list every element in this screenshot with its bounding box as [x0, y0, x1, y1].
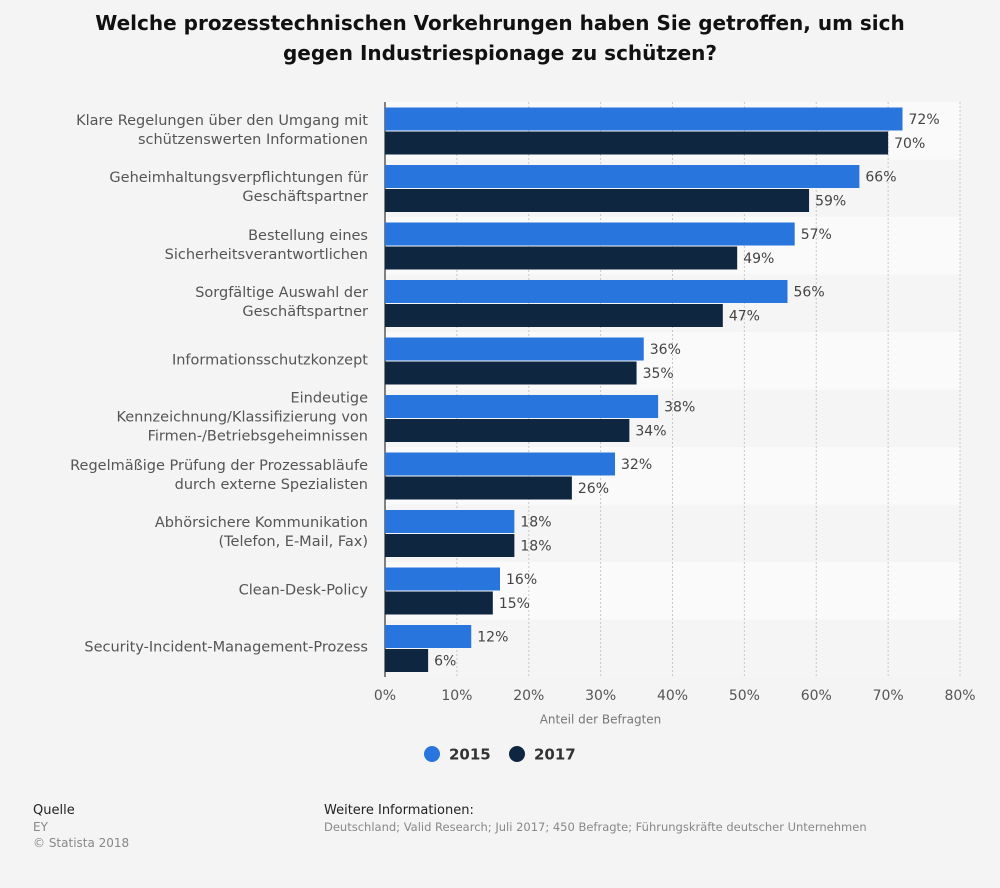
copyright: © Statista 2018	[33, 836, 130, 850]
category-label: Abhörsichere Kommunikation (Telefon, E-M…	[154, 515, 368, 550]
bar	[385, 452, 615, 476]
bar	[385, 337, 644, 361]
value-label: 56%	[794, 285, 825, 301]
value-label: 12%	[477, 630, 508, 646]
legend-marker	[509, 746, 525, 762]
bar	[385, 189, 810, 212]
bar	[385, 165, 860, 188]
category-label: Klare Regelungen über den Umgang mit sch…	[76, 112, 368, 148]
source: EY	[33, 820, 48, 834]
bar	[385, 649, 429, 672]
source-title: Quelle	[33, 803, 75, 818]
x-tick-label: 70%	[873, 688, 904, 704]
bar	[385, 510, 515, 533]
category-label: Clean-Desk-Policy	[238, 582, 368, 598]
x-tick-label: 60%	[801, 688, 832, 704]
value-label: 36%	[650, 342, 681, 358]
category-label: Informationsschutzkonzept	[171, 352, 368, 368]
bar	[385, 107, 903, 131]
value-label: 16%	[506, 572, 537, 588]
value-label: 15%	[499, 596, 530, 612]
x-tick-label: 40%	[657, 688, 688, 704]
value-label: 32%	[621, 457, 652, 473]
x-tick-label: 10%	[441, 688, 472, 704]
value-label: 34%	[635, 424, 666, 440]
value-label: 35%	[643, 366, 674, 382]
value-label: 57%	[801, 227, 832, 243]
x-tick-label: 50%	[729, 688, 760, 704]
x-tick-label: 0%	[374, 688, 396, 704]
category-label: Security-Incident-Management-Prozess	[84, 639, 368, 656]
bar	[385, 534, 515, 557]
x-tick-label: 80%	[944, 688, 975, 704]
bar	[385, 280, 788, 303]
bar	[385, 131, 889, 155]
value-label: 6%	[434, 654, 456, 670]
chart-title: Welche prozesstechnischen Vorkehrungen h…	[95, 11, 905, 65]
legend-marker	[424, 746, 440, 762]
bar	[385, 304, 723, 327]
legend-label: 2017	[534, 746, 576, 764]
value-label: 72%	[909, 112, 940, 128]
category-label: Geheimhaltungsverpflichtungen für Geschä…	[109, 170, 368, 205]
bar	[385, 395, 659, 418]
x-tick-label: 30%	[585, 688, 616, 704]
category-label: Sorgfältige Auswahl der Geschäftspartner	[195, 285, 368, 320]
bar	[385, 625, 472, 648]
bar	[385, 361, 637, 385]
bar	[385, 591, 493, 615]
info-title: Weitere Informationen:	[324, 803, 474, 818]
category-label: Eindeutige Kennzeichnung/Klassifizierung…	[116, 390, 368, 445]
x-tick-label: 20%	[513, 688, 544, 704]
bar	[385, 222, 795, 246]
category-label: Bestellung eines Sicherheitsverantwortli…	[164, 227, 368, 263]
value-label: 38%	[664, 400, 695, 416]
value-label: 66%	[865, 170, 896, 186]
value-label: 49%	[743, 251, 774, 267]
bar	[385, 246, 738, 270]
value-label: 59%	[815, 194, 846, 210]
value-label: 18%	[520, 539, 551, 555]
x-axis-title: Anteil der Befragten	[540, 713, 662, 727]
value-label: 18%	[520, 515, 551, 531]
legend-label: 2015	[449, 746, 491, 764]
bar	[385, 476, 572, 500]
bar	[385, 419, 630, 442]
value-label: 26%	[578, 481, 609, 497]
info: Deutschland; Valid Research; Juli 2017; …	[324, 820, 867, 834]
value-label: 47%	[729, 309, 760, 325]
value-label: 70%	[894, 136, 925, 152]
bar	[385, 567, 500, 591]
category-label: Regelmäßige Prüfung der Prozessabläufe d…	[70, 457, 368, 493]
